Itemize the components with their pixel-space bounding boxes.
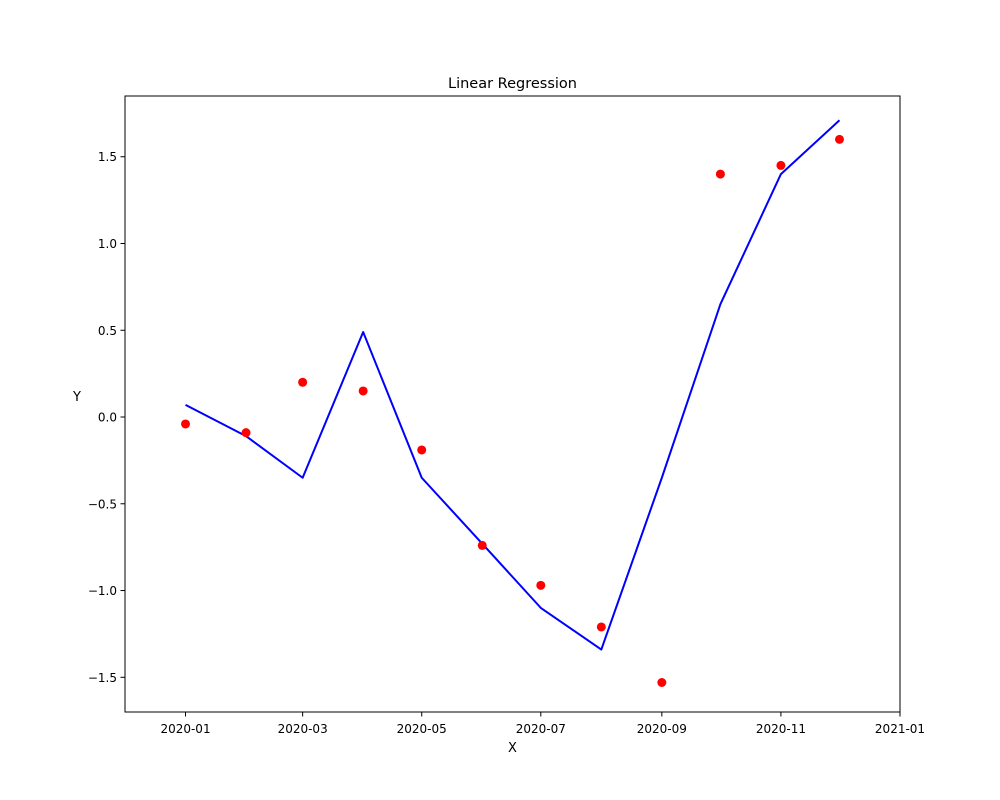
data-point bbox=[596, 622, 606, 632]
data-point bbox=[536, 580, 546, 590]
y-axis-label: Y bbox=[72, 390, 81, 405]
y-axis: −1.5 −1.0 −0.5 0.0 0.5 1.0 1.5 bbox=[88, 150, 125, 685]
data-point bbox=[657, 678, 667, 688]
y-tick-label: −1.0 bbox=[88, 584, 117, 598]
regression-line bbox=[185, 119, 841, 651]
y-tick-label: 1.5 bbox=[98, 150, 117, 164]
y-tick-label: 0.0 bbox=[98, 411, 117, 425]
x-tick-label: 2020-05 bbox=[397, 722, 447, 736]
x-tick-label: 2020-11 bbox=[756, 722, 806, 736]
data-point bbox=[834, 134, 844, 144]
plot-frame bbox=[124, 95, 901, 713]
data-point bbox=[181, 419, 191, 429]
chart-title: Linear Regression bbox=[448, 76, 577, 92]
data-point bbox=[241, 428, 251, 438]
data-point bbox=[358, 386, 368, 396]
x-axis-label: X bbox=[508, 741, 517, 756]
x-tick-label: 2020-03 bbox=[278, 722, 328, 736]
x-tick-label: 2021-01 bbox=[875, 722, 925, 736]
y-tick-label: −1.5 bbox=[88, 671, 117, 685]
data-point bbox=[477, 540, 487, 550]
y-tick-label: 1.0 bbox=[98, 237, 117, 251]
x-tick-label: 2020-01 bbox=[160, 722, 210, 736]
data-point bbox=[715, 169, 725, 179]
y-tick-label: 0.5 bbox=[98, 324, 117, 338]
x-tick-label: 2020-09 bbox=[637, 722, 687, 736]
x-axis: 2020-01 2020-03 2020-05 2020-07 2020-09 2020-… bbox=[160, 712, 925, 736]
x-tick-label: 2020-07 bbox=[516, 722, 566, 736]
plot-area bbox=[181, 119, 844, 688]
y-tick-label: −0.5 bbox=[88, 497, 117, 511]
data-point bbox=[776, 160, 786, 170]
data-point bbox=[417, 445, 427, 455]
data-point bbox=[298, 377, 308, 387]
